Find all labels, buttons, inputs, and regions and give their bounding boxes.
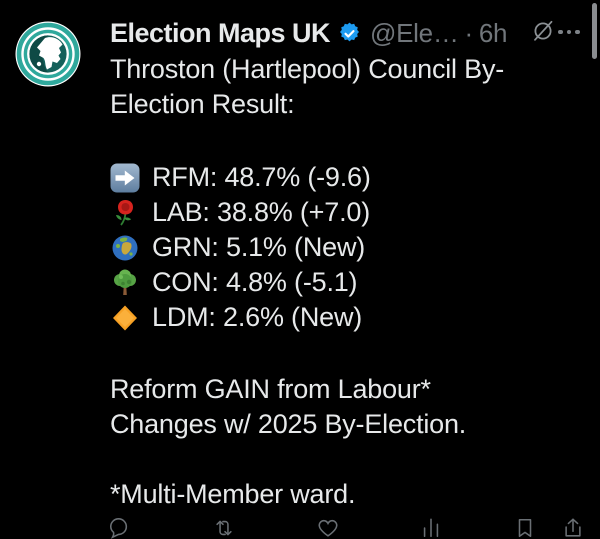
summary-line: Reform GAIN from Labour* — [110, 374, 431, 404]
result-text: RFM: 48.7% (-9.6) — [152, 162, 371, 192]
result-row-rfm: RFM: 48.7% (-9.6) — [110, 160, 590, 195]
bookmark-button[interactable] — [514, 517, 536, 539]
deciduous-tree-emoji — [110, 268, 140, 298]
reply-icon — [109, 518, 128, 539]
grok-slashed-circle-icon — [534, 20, 553, 41]
display-name[interactable]: Election Maps UK — [110, 17, 331, 48]
globe-europe-africa-emoji — [110, 233, 140, 263]
views-button[interactable] — [420, 517, 442, 539]
rose-emoji — [110, 198, 140, 228]
more-ellipsis-icon — [558, 29, 563, 35]
tweet-text-line: Election Result: — [110, 89, 295, 119]
tweet-header: Election Maps UK @Ele… · 6h — [110, 16, 508, 50]
handle[interactable]: @Ele… — [370, 17, 459, 48]
election-maps-uk-globe-logo-icon — [15, 21, 81, 87]
result-row-con: CON: 4.8% (-5.1) — [110, 265, 590, 300]
repost-icon — [216, 520, 232, 536]
verified-badge-icon — [337, 21, 362, 46]
share-button[interactable] — [562, 517, 584, 539]
bookmark-icon — [518, 518, 532, 538]
result-text: CON: 4.8% (-5.1) — [152, 267, 358, 297]
result-text: GRN: 5.1% (New) — [152, 232, 366, 262]
grok-button[interactable] — [531, 19, 555, 43]
blank-line — [110, 442, 590, 477]
blank-line — [110, 122, 590, 157]
footnote-line: *Multi-Member ward. — [110, 479, 356, 509]
result-text: LAB: 38.8% (+7.0) — [152, 197, 370, 227]
result-row-grn: GRN: 5.1% (New) — [110, 230, 590, 265]
blank-line — [110, 335, 590, 370]
arrow-right-emoji — [110, 163, 140, 193]
reply-button[interactable] — [108, 517, 130, 539]
like-button[interactable] — [317, 517, 339, 539]
scrollbar-thumb[interactable] — [592, 3, 597, 59]
tweet-body: Throston (Hartlepool) Council By- Electi… — [110, 52, 590, 512]
share-icon — [565, 518, 581, 537]
like-icon — [318, 519, 338, 537]
views-icon — [423, 518, 439, 538]
large-orange-diamond-emoji — [110, 303, 140, 333]
repost-button[interactable] — [213, 517, 235, 539]
result-row-ldm: LDM: 2.6% (New) — [110, 300, 590, 335]
more-button[interactable] — [558, 28, 580, 36]
result-row-lab: LAB: 38.8% (+7.0) — [110, 195, 590, 230]
tweet-text-line: Throston (Hartlepool) Council By- — [110, 54, 505, 84]
avatar[interactable] — [15, 21, 81, 87]
action-bar — [0, 517, 600, 539]
summary-line: Changes w/ 2025 By-Election. — [110, 409, 467, 439]
result-text: LDM: 2.6% (New) — [152, 302, 363, 332]
tweet-meta: @Ele… · 6h — [370, 18, 507, 49]
timestamp[interactable]: 6h — [478, 17, 508, 48]
meta-separator: · — [464, 17, 474, 48]
